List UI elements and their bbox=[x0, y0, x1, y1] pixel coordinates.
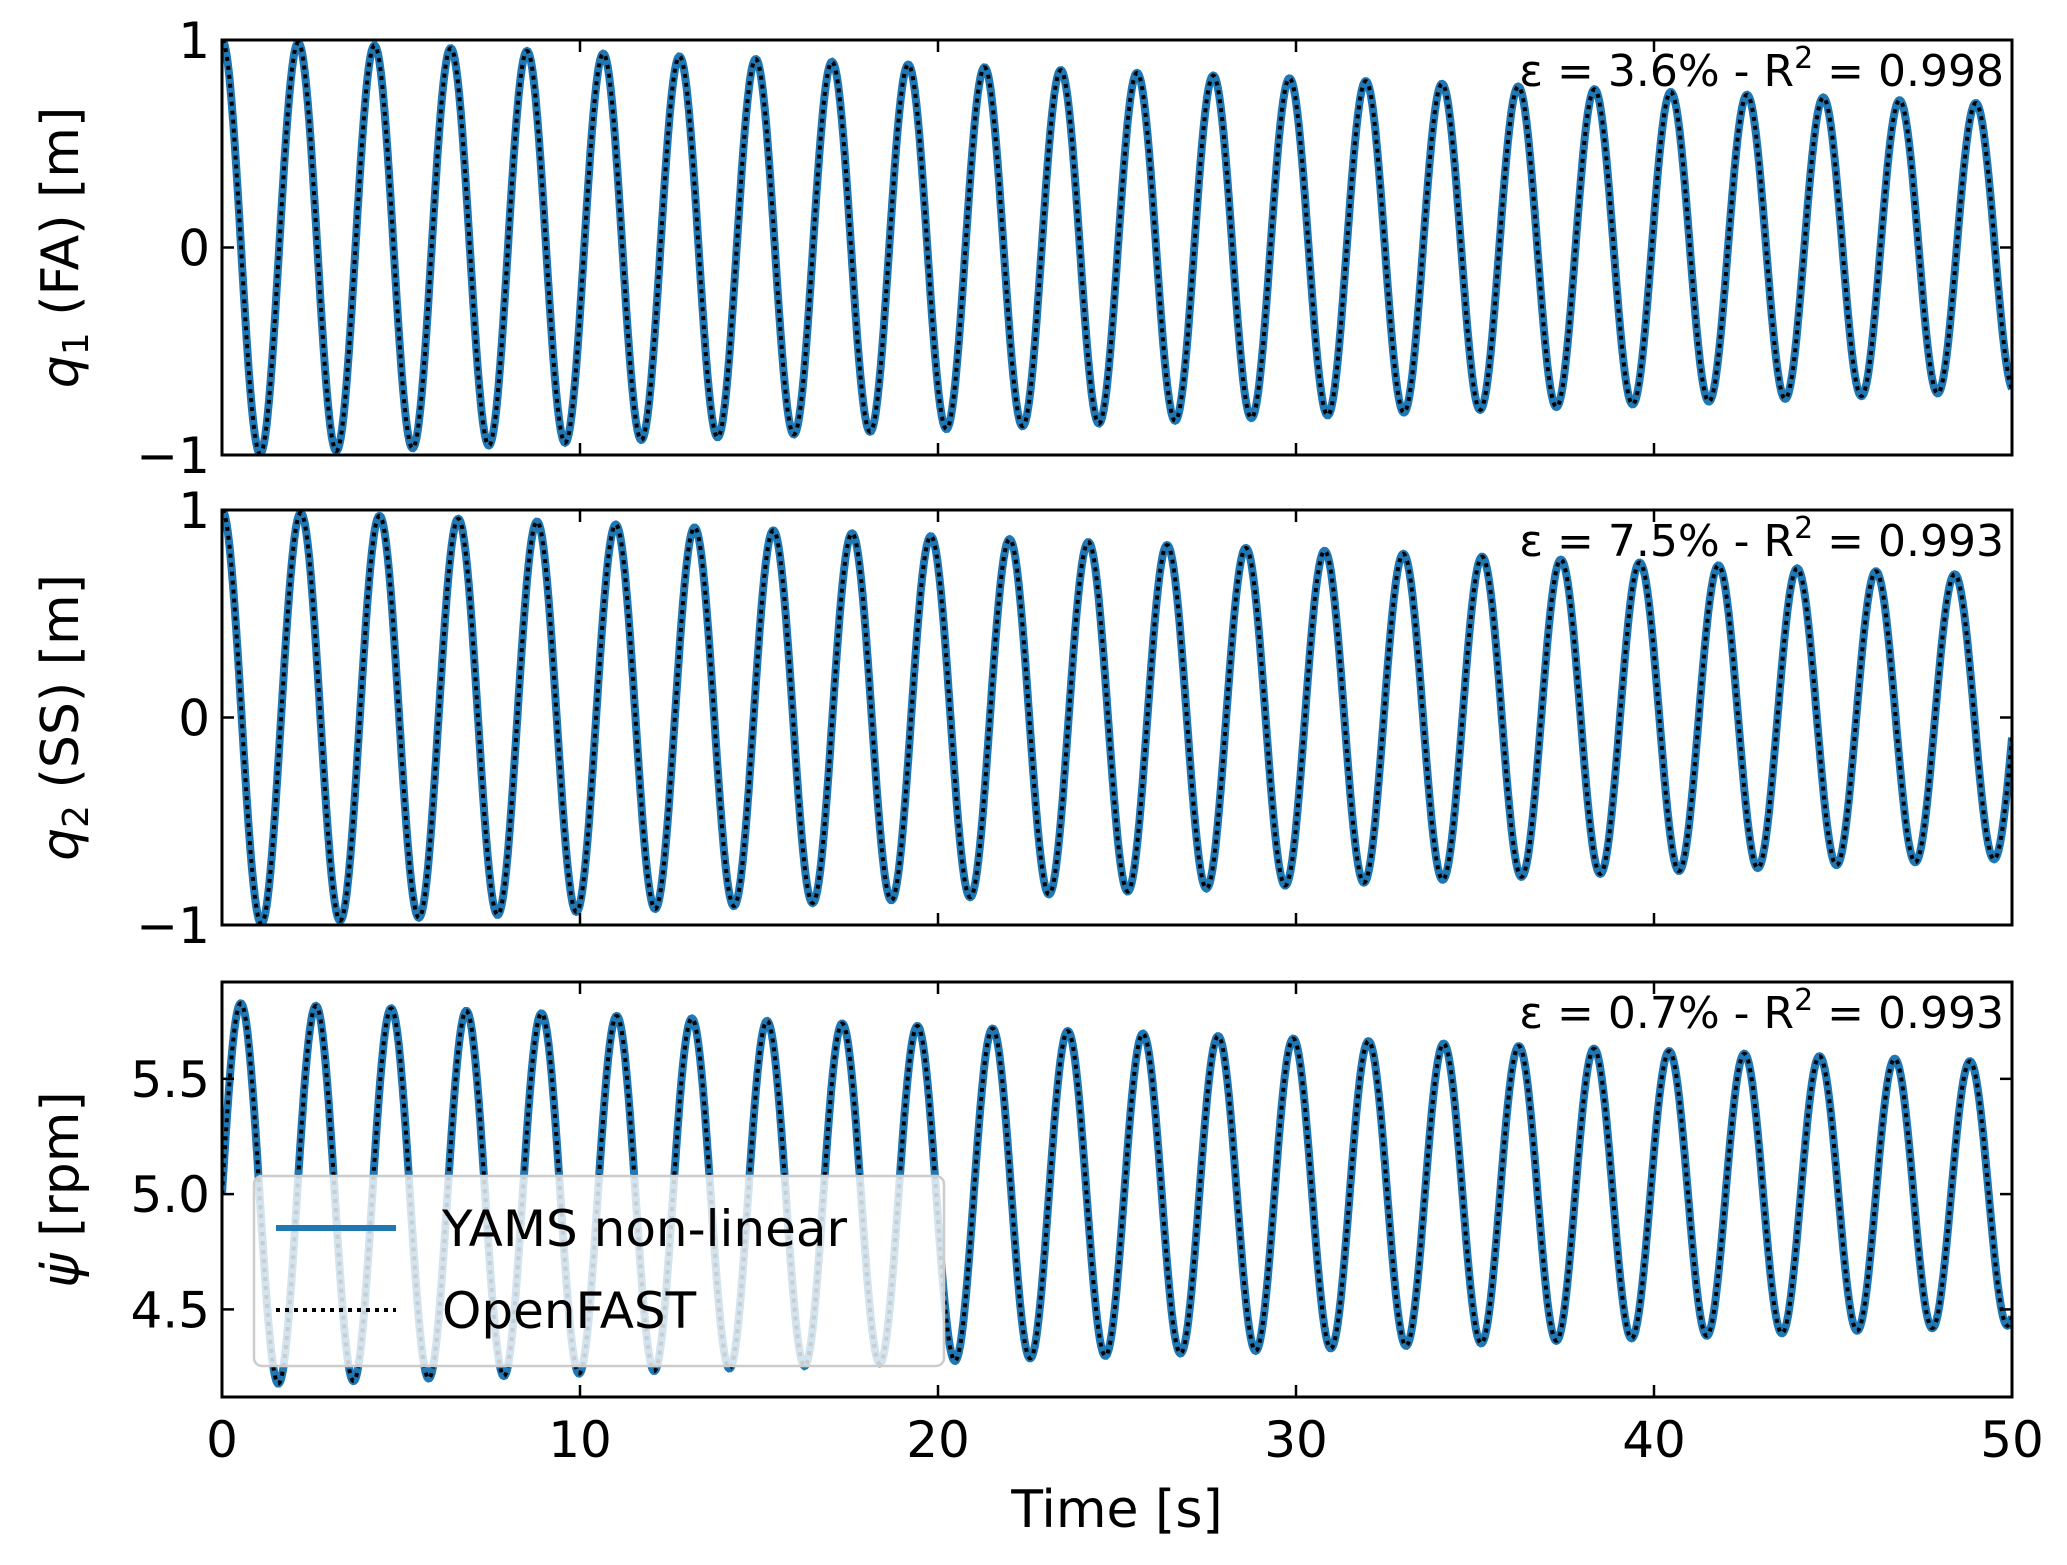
x-tick-label: 40 bbox=[1622, 1411, 1686, 1469]
stats-annotation-r2: = 0.998 bbox=[1813, 46, 2004, 97]
series-line-yams-non-linear bbox=[222, 40, 2012, 455]
x-tick-label: 30 bbox=[1264, 1411, 1328, 1469]
stats-annotation-superscript: 2 bbox=[1794, 41, 1813, 76]
legend-label: YAMS non-linear bbox=[441, 1200, 848, 1258]
stats-annotation: ε = 0.7% - R2 = 0.993 bbox=[1519, 983, 2004, 1039]
y-tick-label: 1 bbox=[178, 12, 210, 70]
stats-annotation-error: ε = 3.6% - R bbox=[1519, 46, 1794, 97]
y-axis-label-symbol: ψ̇ bbox=[31, 1252, 91, 1288]
y-axis-label-unit: (SS) [m] bbox=[31, 574, 91, 805]
series-group bbox=[222, 510, 2012, 925]
panel-psi_dot: 0 10 20 30 40 50 4.5 5.0 5.5 ψ̇ [rpm] ε = 0.7% - R… bbox=[31, 980, 2044, 1540]
y-axis-label-subscript: 1 bbox=[56, 332, 97, 355]
y-tick-label: 1 bbox=[178, 482, 210, 540]
y-axis-label-subscript: 2 bbox=[56, 805, 97, 828]
y-axis-label: ψ̇ [rpm] bbox=[31, 1091, 91, 1287]
series-line-yams-non-linear bbox=[222, 510, 2012, 925]
y-tick-label: 4.5 bbox=[130, 1281, 210, 1339]
y-axis-label-unit: [rpm] bbox=[31, 1091, 91, 1253]
y-tick-label: 0 bbox=[178, 220, 210, 278]
y-axis-label-unit: (FA) [m] bbox=[31, 107, 91, 333]
x-tick-label: 10 bbox=[548, 1411, 612, 1469]
stats-annotation-error: ε = 7.5% - R bbox=[1519, 516, 1794, 567]
x-tick-label: 20 bbox=[906, 1411, 970, 1469]
stats-annotation-superscript: 2 bbox=[1794, 983, 1813, 1018]
x-tick-label: 0 bbox=[206, 1411, 238, 1469]
stats-annotation-r2: = 0.993 bbox=[1813, 516, 2004, 567]
y-tick-label: 0 bbox=[178, 690, 210, 748]
y-tick-label: −1 bbox=[136, 897, 210, 955]
x-axis-label: Time [s] bbox=[1010, 1480, 1222, 1540]
y-axis-label-symbol: q bbox=[31, 828, 91, 861]
x-tick-label: 50 bbox=[1980, 1411, 2044, 1469]
series-line-openfast bbox=[222, 510, 2012, 925]
plot-frame bbox=[220, 980, 2014, 1399]
y-tick-label: 5.5 bbox=[130, 1051, 210, 1109]
y-axis-label: q2 (SS) [m] bbox=[31, 574, 97, 861]
series-line-openfast bbox=[222, 40, 2012, 455]
stats-annotation-superscript: 2 bbox=[1794, 511, 1813, 546]
stats-annotation-r2: = 0.993 bbox=[1813, 988, 2004, 1039]
y-axis-label: q1 (FA) [m] bbox=[31, 107, 97, 389]
legend-label: OpenFAST bbox=[442, 1282, 697, 1340]
legend: YAMS non-linear OpenFAST bbox=[252, 1174, 946, 1368]
y-axis-label-symbol: q bbox=[31, 355, 91, 388]
y-tick-label: −1 bbox=[136, 427, 210, 485]
stats-annotation: ε = 7.5% - R2 = 0.993 bbox=[1519, 511, 2004, 567]
y-tick-label: 5.0 bbox=[130, 1166, 210, 1224]
series-group bbox=[222, 40, 2012, 455]
stats-annotation-error: ε = 0.7% - R bbox=[1519, 988, 1794, 1039]
stats-annotation: ε = 3.6% - R2 = 0.998 bbox=[1519, 41, 2004, 97]
legend-box bbox=[252, 1174, 946, 1368]
